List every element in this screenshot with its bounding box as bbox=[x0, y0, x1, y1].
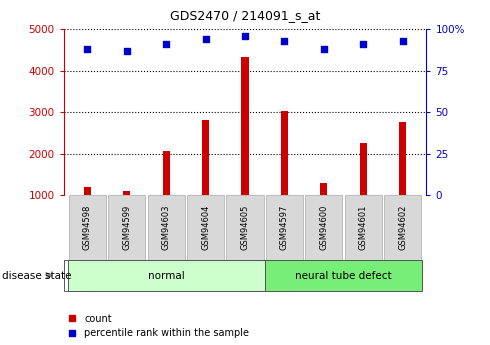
Point bbox=[83, 47, 91, 52]
Text: GSM94605: GSM94605 bbox=[241, 205, 249, 250]
Bar bbox=[384, 195, 421, 260]
Bar bbox=[305, 195, 343, 260]
Bar bbox=[345, 195, 382, 260]
Bar bbox=[69, 195, 106, 260]
Text: GSM94599: GSM94599 bbox=[122, 205, 131, 250]
Bar bbox=[265, 260, 422, 291]
Bar bbox=[187, 195, 224, 260]
Bar bbox=[360, 143, 367, 195]
Bar bbox=[108, 195, 146, 260]
Bar bbox=[242, 58, 248, 195]
Point bbox=[359, 41, 367, 47]
Bar bbox=[68, 260, 265, 291]
Bar bbox=[320, 183, 327, 195]
Bar bbox=[266, 195, 303, 260]
Bar bbox=[123, 191, 130, 195]
Point bbox=[320, 47, 328, 52]
Legend: count, percentile rank within the sample: count, percentile rank within the sample bbox=[69, 314, 249, 338]
Text: GDS2470 / 214091_s_at: GDS2470 / 214091_s_at bbox=[170, 9, 320, 22]
Bar bbox=[399, 122, 406, 195]
Point bbox=[202, 37, 210, 42]
Bar bbox=[147, 195, 185, 260]
Text: GSM94601: GSM94601 bbox=[359, 205, 368, 250]
Text: GSM94602: GSM94602 bbox=[398, 205, 407, 250]
Text: GSM94598: GSM94598 bbox=[83, 205, 92, 250]
Bar bbox=[84, 187, 91, 195]
Bar bbox=[163, 151, 170, 195]
Bar bbox=[202, 120, 209, 195]
Point bbox=[280, 38, 288, 44]
Point bbox=[399, 38, 407, 44]
Point bbox=[123, 48, 131, 53]
Text: GSM94597: GSM94597 bbox=[280, 205, 289, 250]
Text: normal: normal bbox=[148, 271, 185, 280]
Bar bbox=[281, 111, 288, 195]
Point bbox=[241, 33, 249, 39]
Text: disease state: disease state bbox=[2, 271, 72, 280]
Bar bbox=[226, 195, 264, 260]
Text: GSM94603: GSM94603 bbox=[162, 205, 171, 250]
Text: GSM94600: GSM94600 bbox=[319, 205, 328, 250]
Point bbox=[162, 41, 170, 47]
Text: GSM94604: GSM94604 bbox=[201, 205, 210, 250]
Text: neural tube defect: neural tube defect bbox=[295, 271, 392, 280]
